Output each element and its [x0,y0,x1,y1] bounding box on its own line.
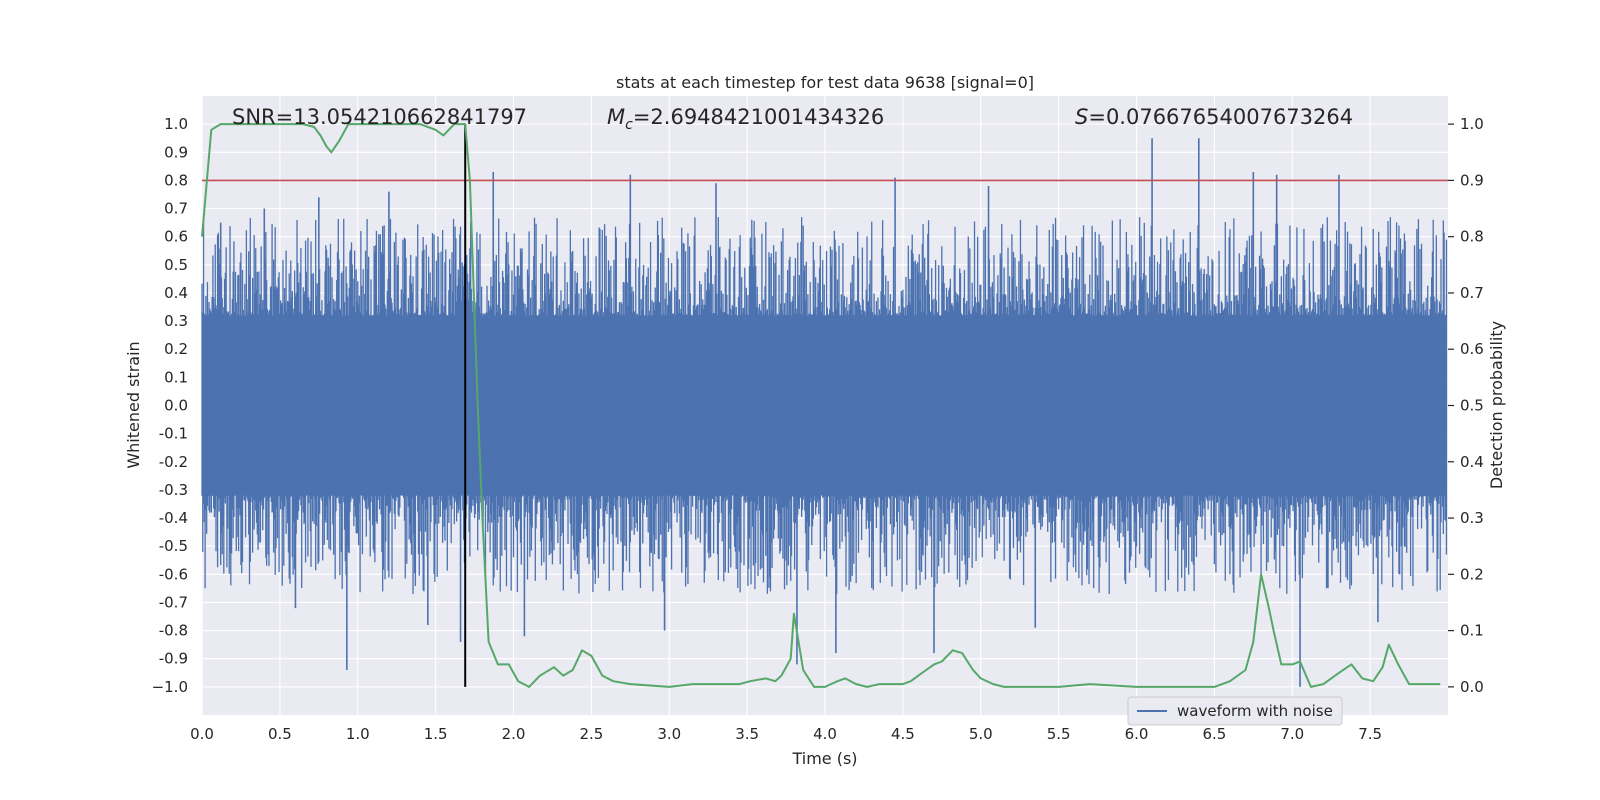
left-y-tick-label: -0.4 [159,509,188,527]
left-y-tick-label: 0.7 [164,200,188,218]
left-y-tick-label: -0.8 [159,622,188,640]
left-y-tick-label: 0.0 [164,397,188,415]
s-annotation: S=0.07667654007673264 [1075,105,1353,129]
left-y-tick-label: 0.5 [164,256,188,274]
x-tick-label: 6.5 [1202,725,1226,743]
strain-waveform-series [201,138,1448,687]
chirp-mass-subscript: c [625,117,633,133]
chart-title: stats at each timestep for test data 963… [616,73,1034,92]
strain-core-band [202,321,1447,490]
legend-box [1127,696,1343,726]
left-y-tick-label: -0.7 [159,593,188,611]
left-y-tick-label: -0.9 [159,650,188,668]
left-y-tick-label: 0.1 [164,368,188,386]
x-tick-label: 3.5 [735,725,759,743]
right-y-tick-label: 0.9 [1460,171,1484,189]
x-tick-label: 4.0 [813,725,837,743]
left-y-tick-label: 0.6 [164,228,188,246]
x-tick-label: 2.0 [502,725,526,743]
x-tick-label: 7.0 [1280,725,1304,743]
chirp-mass-value: =2.6948421001434326 [633,105,884,129]
x-tick-label: 2.5 [579,725,603,743]
right-y-tick-label: 0.0 [1460,678,1484,696]
probability-overlay [201,123,1448,688]
legend: waveform with noise [1127,696,1343,726]
x-tick-label: 1.5 [424,725,448,743]
x-tick-label: 0.5 [268,725,292,743]
right-y-tick-label: 0.5 [1460,397,1484,415]
left-y-tick-label: -0.2 [159,453,188,471]
legend-label: waveform with noise [1177,702,1333,720]
x-tick-label: 6.0 [1125,725,1149,743]
left-y-tick-label: 0.8 [164,171,188,189]
left-y-tick-label: -0.6 [159,565,188,583]
left-y-tick-label: -0.5 [159,537,188,555]
s-value: =0.07667654007673264 [1088,105,1353,129]
right-y-tick-label: 0.4 [1460,453,1484,471]
right-y-tick-label: 0.8 [1460,228,1484,246]
left-y-tick-label: −1.0 [152,678,188,696]
chirp-mass-symbol: M [607,105,625,129]
right-y-tick-label: 0.2 [1460,565,1484,583]
left-y-tick-label: 0.9 [164,143,188,161]
y-axis-label-left: Whitened strain [124,341,143,468]
left-y-tick-label: 0.3 [164,312,188,330]
left-y-axis: 1.0 0.9 0.8 0.7 0.6 0.5 0.4 0.3 0.2 0.1 0.0 -0.1 -0.… [152,115,188,696]
detection-probability-line [201,123,1441,688]
s-symbol: S [1075,105,1088,129]
left-y-tick-label: -0.3 [159,481,188,499]
right-y-axis: 1.0 0.9 0.8 0.7 0.6 0.5 0.4 0.3 0.2 0.1 0.0 [1448,115,1484,696]
right-y-tick-label: 0.6 [1460,340,1484,358]
x-tick-label: 5.5 [1047,725,1071,743]
x-tick-label: 3.0 [657,725,681,743]
snr-annotation: SNR=13.054210662841797 [232,105,527,129]
right-y-tick-label: 0.7 [1460,284,1484,302]
right-y-tick-label: 0.3 [1460,509,1484,527]
right-y-tick-label: 1.0 [1460,115,1484,133]
left-y-tick-label: -0.1 [159,425,188,443]
left-y-tick-label: 0.2 [164,340,188,358]
x-tick-label: 4.5 [891,725,915,743]
x-axis: 0.0 0.5 1.0 1.5 2.0 2.5 3.0 3.5 4.0 4.5 5.0 5.5 6.0 6… [190,725,1382,743]
x-tick-label: 0.0 [190,725,214,743]
left-y-tick-label: 1.0 [164,115,188,133]
x-tick-label: 7.5 [1358,725,1382,743]
left-y-tick-label: 0.4 [164,284,188,302]
x-tick-label: 1.0 [346,725,370,743]
x-axis-label: Time (s) [791,749,857,768]
x-tick-label: 5.0 [969,725,993,743]
right-y-tick-label: 0.1 [1460,622,1484,640]
chirp-mass-annotation: Mc=2.6948421001434326 [607,105,884,133]
y-axis-label-right: Detection probability [1487,321,1506,489]
